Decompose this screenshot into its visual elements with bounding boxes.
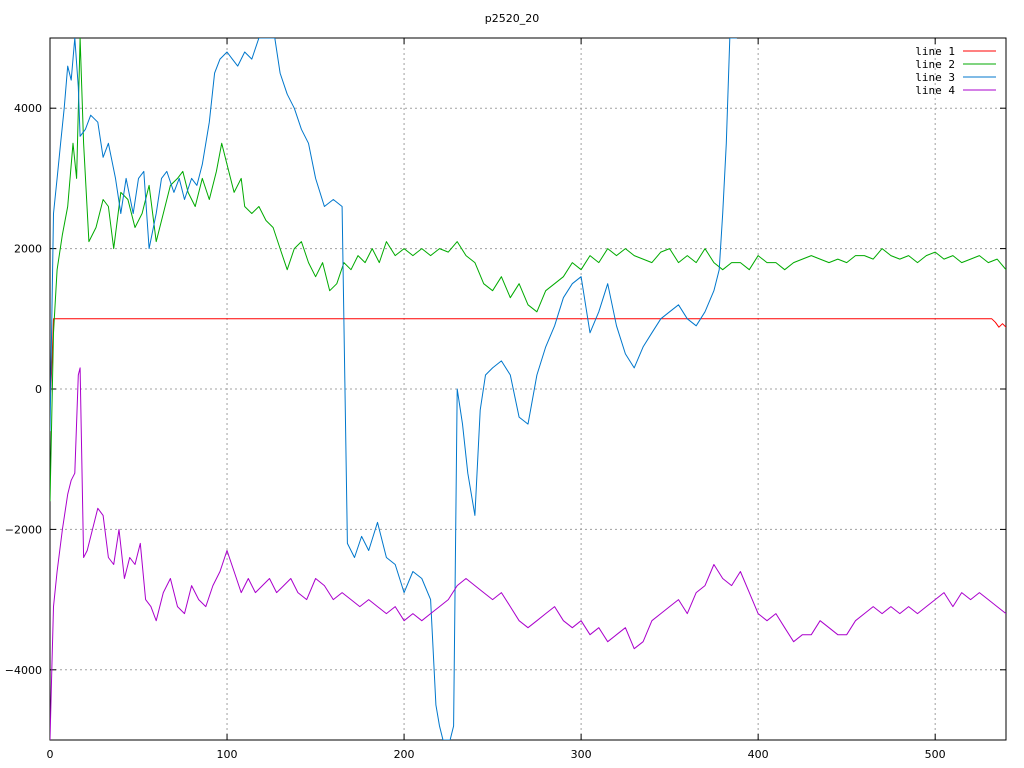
x-tick-label: 100 [217,748,238,761]
series-line-2 [50,38,1006,502]
grid [50,38,1006,740]
y-tick-label: −2000 [5,523,42,536]
y-tick-label: 4000 [14,102,42,115]
legend-label-4: line 4 [915,84,955,97]
series-line-4 [50,367,1006,740]
x-tick-label: 400 [748,748,769,761]
axis-ticks: 0 100 200 300 400 500 −4000 −2000 0 2000 4000 [5,38,1006,761]
x-tick-label: 300 [571,748,592,761]
legend-label-2: line 2 [915,58,955,71]
legend-label-3: line 3 [915,71,955,84]
chart-title: p2520_20 [485,12,539,25]
x-tick-label: 500 [925,748,946,761]
y-tick-label: 0 [35,383,42,396]
series-line-3 [50,38,737,740]
x-tick-label: 0 [47,748,54,761]
series-group [50,38,1006,740]
legend-label-1: line 1 [915,45,955,58]
y-tick-label: −4000 [5,664,42,677]
x-tick-label: 200 [394,748,415,761]
y-tick-label: 2000 [14,243,42,256]
